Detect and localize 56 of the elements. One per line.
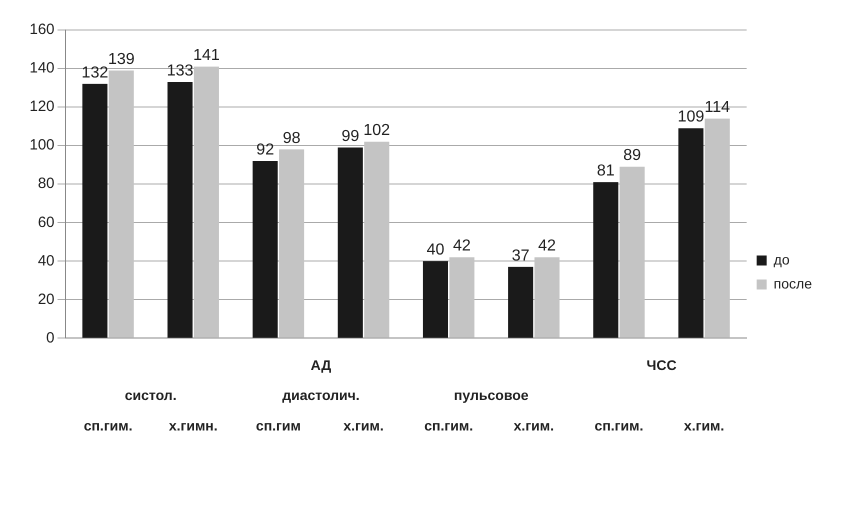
x-tick-label: х.гим. [684,417,724,434]
bar [338,148,363,338]
bar [678,128,704,338]
data-label: 114 [704,99,730,116]
x-tick-label: сп.гим. [84,417,133,434]
x-tick-label: сп.гим. [594,417,644,434]
data-label: 37 [512,247,530,264]
text: диастолич. [282,387,360,404]
bar [364,142,390,338]
text: ЧСС [646,357,677,374]
bar [593,182,618,338]
x-tick-label: сп.гим [256,417,301,434]
data-label: 40 [426,242,444,259]
bar [168,82,193,338]
x-tick-label: сп.гим. [424,417,474,434]
bar [534,257,560,338]
bar [252,160,278,338]
y-tick-label: 160 [29,21,55,38]
data-label: 42 [538,238,556,255]
text: пульсовое [454,387,529,404]
text: АД [310,357,332,374]
bar [108,70,134,338]
legend-label: после [774,275,812,292]
data-label: 133 [166,62,194,80]
legend-label: до [774,251,790,268]
x-tick-label: х.гим. [514,417,554,434]
y-tick-label: 20 [38,290,55,308]
data-label: 141 [193,47,220,64]
data-label: 109 [678,108,704,126]
bar [194,66,219,338]
data-label: 98 [282,130,301,147]
data-label: 89 [623,147,642,164]
bar [422,261,448,338]
y-tick-label: 80 [38,175,55,192]
bar [704,118,730,338]
bar [449,257,474,338]
bar [279,149,304,338]
y-tick-label: 140 [29,60,55,77]
x-tick-label: х.гим. [343,417,384,434]
data-label: 81 [596,162,615,180]
y-tick-label: 0 [46,329,55,346]
bar [82,84,108,338]
y-tick-label: 60 [38,214,55,231]
data-label: 92 [256,141,274,158]
data-label: 99 [341,128,360,145]
bar [620,166,645,338]
data-label: 139 [108,50,135,68]
data-label: 42 [452,238,471,255]
x-tick-label: х.гимн. [168,417,218,434]
y-tick-label: 40 [38,252,55,270]
data-label: 132 [82,64,108,82]
text: систол. [124,387,177,404]
bar [508,266,534,338]
data-label: 102 [363,122,390,140]
y-tick-label: 120 [29,98,55,116]
y-tick-label: 100 [29,136,55,154]
